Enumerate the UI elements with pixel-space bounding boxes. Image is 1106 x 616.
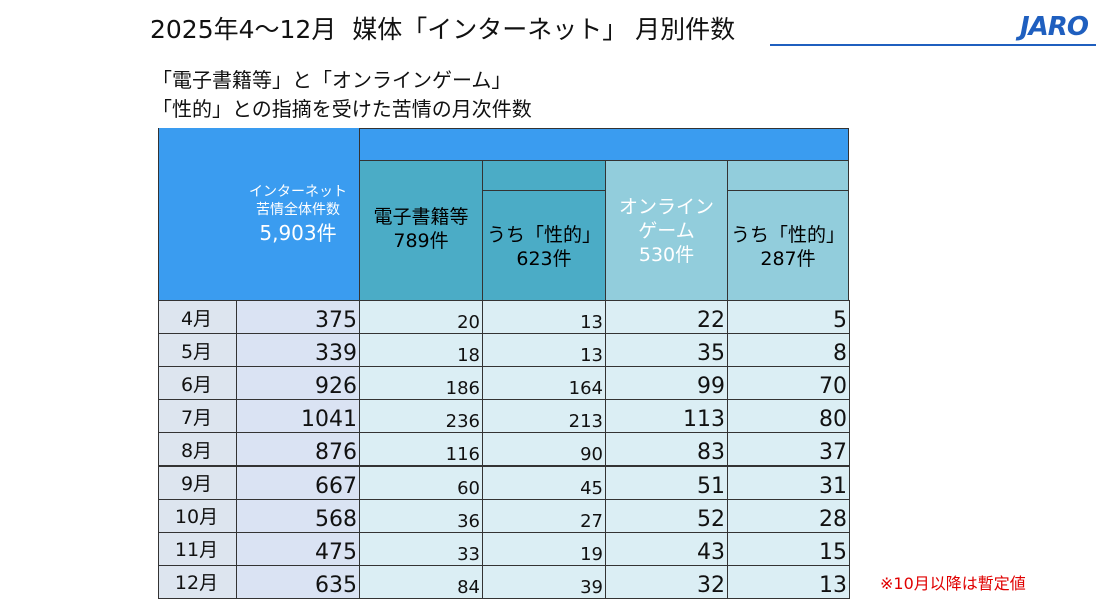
count-cell: 27: [482, 498, 606, 533]
count-cell: 13: [482, 333, 606, 368]
month-cell: 12月: [158, 564, 237, 599]
header-ebook-sexual: うち「性的」 623件: [482, 190, 606, 301]
header-text: 623件: [516, 248, 572, 270]
month-cell: 7月: [158, 399, 237, 434]
count-cell: 13: [727, 564, 850, 599]
count-cell: 568: [236, 498, 360, 533]
count-cell: 51: [605, 465, 728, 500]
count-cell: 43: [605, 531, 728, 566]
title-rule: [770, 44, 1096, 46]
subtitle: 「性的」との指摘を受けた苦情の月次件数: [152, 97, 532, 121]
month-cell: 8月: [158, 432, 237, 467]
count-cell: 33: [359, 531, 483, 566]
header-text: うち「性的」: [730, 224, 845, 246]
logo: JARO: [1020, 12, 1089, 42]
header-text: 5,903件: [259, 221, 337, 245]
header-text: 287件: [760, 248, 816, 270]
count-cell: 13: [482, 300, 606, 335]
header-game: オンライン ゲーム 530件: [605, 160, 728, 301]
count-cell: 5: [727, 300, 850, 335]
count-cell: 213: [482, 399, 606, 434]
count-cell: 60: [359, 465, 483, 500]
header-text: オンライン: [618, 196, 714, 218]
count-cell: 52: [605, 498, 728, 533]
header-ebook: 電子書籍等 789件: [359, 160, 483, 301]
count-cell: 31: [727, 465, 850, 500]
count-cell: 8: [727, 333, 850, 368]
header-text: 789件: [393, 230, 449, 252]
count-cell: 28: [727, 498, 850, 533]
count-cell: 667: [236, 465, 360, 500]
count-cell: 19: [482, 531, 606, 566]
count-cell: 375: [236, 300, 360, 335]
month-cell: 5月: [158, 333, 237, 368]
count-cell: 164: [482, 366, 606, 401]
header-game-sexual: うち「性的」 287件: [727, 190, 849, 301]
header-text: ゲーム: [638, 220, 695, 242]
count-cell: 116: [359, 432, 483, 467]
count-cell: 36: [359, 498, 483, 533]
count-cell: 15: [727, 531, 850, 566]
header-text: うち「性的」: [486, 224, 601, 246]
month-cell: 6月: [158, 366, 237, 401]
count-cell: 18: [359, 333, 483, 368]
count-cell: 635: [236, 564, 360, 599]
subtitle: 「電子書籍等」と「オンラインゲーム」: [152, 68, 512, 92]
count-cell: 876: [236, 432, 360, 467]
count-cell: 22: [605, 300, 728, 335]
count-cell: 83: [605, 432, 728, 467]
header-total: インターネット 苦情全体件数 5,903件: [158, 128, 360, 301]
count-cell: 35: [605, 333, 728, 368]
count-cell: 236: [359, 399, 483, 434]
month-cell: 10月: [158, 498, 237, 533]
header-text: 苦情全体件数: [256, 202, 340, 218]
count-cell: 1041: [236, 399, 360, 434]
header-text: 電子書籍等: [373, 206, 469, 228]
count-cell: 926: [236, 366, 360, 401]
month-cell: 11月: [158, 531, 237, 566]
count-cell: 45: [482, 465, 606, 500]
count-cell: 39: [482, 564, 606, 599]
header-text: 530件: [638, 244, 695, 266]
count-cell: 84: [359, 564, 483, 599]
slide-title: 2025年4～12月 媒体「インターネット」 月別件数: [150, 15, 736, 44]
count-cell: 70: [727, 366, 850, 401]
count-cell: 20: [359, 300, 483, 335]
count-cell: 475: [236, 531, 360, 566]
count-cell: 186: [359, 366, 483, 401]
note: ※10月以降は暫定値: [880, 574, 1026, 593]
count-cell: 339: [236, 333, 360, 368]
count-cell: 37: [727, 432, 850, 467]
month-cell: 9月: [158, 465, 237, 500]
count-cell: 99: [605, 366, 728, 401]
count-cell: 80: [727, 399, 850, 434]
header-text: インターネット: [249, 184, 347, 200]
count-cell: 113: [605, 399, 728, 434]
count-cell: 90: [482, 432, 606, 467]
month-cell: 4月: [158, 300, 237, 335]
count-cell: 32: [605, 564, 728, 599]
